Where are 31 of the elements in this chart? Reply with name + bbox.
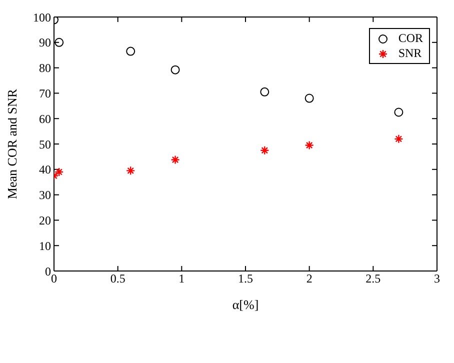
point (394, 108, 404, 117)
x-tick-label: 1.5 (238, 272, 253, 286)
x-tick-label: 1 (178, 272, 185, 286)
y-tick-label: 10 (39, 238, 51, 253)
point (126, 166, 136, 176)
x-tick-label: 0.5 (110, 272, 126, 286)
legend-label: COR (398, 31, 423, 46)
point (170, 155, 180, 164)
point (304, 140, 314, 150)
y-tick-label: 80 (39, 61, 51, 76)
y-tick-label: 90 (39, 36, 51, 50)
y-tick-label: 50 (39, 137, 51, 152)
point (304, 94, 314, 103)
y-tick-label: 40 (39, 162, 51, 177)
x-axis-title: α[%] (232, 297, 259, 312)
point (126, 46, 136, 56)
point (394, 134, 404, 144)
legend-label: SNR (398, 46, 422, 61)
x-tick-label: 2 (306, 272, 312, 286)
point (170, 65, 180, 74)
point (54, 38, 64, 47)
point (54, 167, 64, 177)
y-tick-label: 60 (39, 112, 51, 126)
point (260, 87, 270, 96)
x-tick-label: 2.5 (366, 272, 381, 286)
y-tick-label: 30 (39, 188, 51, 202)
point (260, 146, 270, 155)
x-tick-label: 3 (434, 272, 440, 286)
y-tick-label: 100 (33, 10, 51, 24)
y-tick-label: 70 (39, 86, 51, 100)
y-tick-label: 20 (39, 213, 51, 228)
